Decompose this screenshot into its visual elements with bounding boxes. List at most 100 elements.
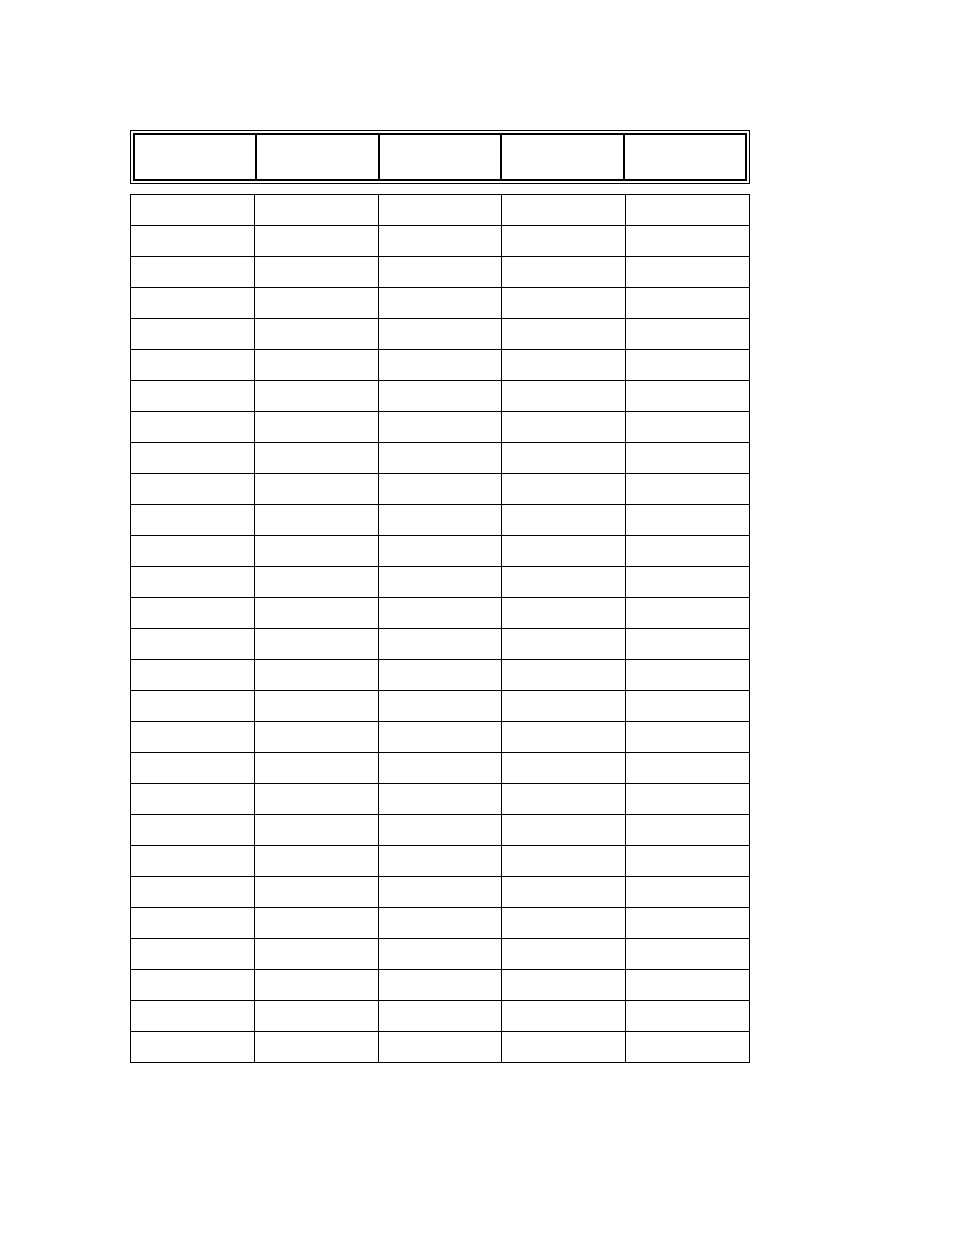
table-row: [131, 195, 750, 226]
table-cell: [378, 753, 502, 784]
table-cell: [254, 350, 378, 381]
table-cell: [502, 226, 626, 257]
table-cell: [502, 970, 626, 1001]
table-cell: [626, 691, 750, 722]
table-row: [131, 443, 750, 474]
header-cell: [134, 134, 256, 180]
table-row: [131, 474, 750, 505]
table-cell: [131, 505, 255, 536]
table-cell: [378, 412, 502, 443]
table-cell: [131, 691, 255, 722]
table-cell: [131, 598, 255, 629]
table-body: [130, 194, 750, 1063]
table-cell: [131, 908, 255, 939]
table-cell: [626, 660, 750, 691]
table-cell: [131, 288, 255, 319]
table-cell: [131, 567, 255, 598]
table-row: [131, 257, 750, 288]
table-cell: [254, 505, 378, 536]
table-cell: [502, 846, 626, 877]
table-cell: [131, 722, 255, 753]
header-body-gap: [130, 184, 750, 194]
table-cell: [502, 784, 626, 815]
table-cell: [502, 722, 626, 753]
table-cell: [502, 660, 626, 691]
table-cell: [254, 1001, 378, 1032]
table-cell: [254, 474, 378, 505]
table-cell: [502, 536, 626, 567]
table-cell: [502, 815, 626, 846]
table-row: [131, 908, 750, 939]
table-cell: [378, 908, 502, 939]
table-cell: [131, 474, 255, 505]
table-cell: [502, 195, 626, 226]
header-cell: [624, 134, 746, 180]
table-cell: [254, 877, 378, 908]
table-cell: [378, 226, 502, 257]
table-cell: [378, 598, 502, 629]
table-cell: [502, 1001, 626, 1032]
table-cell: [378, 939, 502, 970]
table-cell: [502, 939, 626, 970]
table-cell: [131, 195, 255, 226]
table-row: [131, 784, 750, 815]
table-cell: [254, 722, 378, 753]
table-cell: [502, 288, 626, 319]
table-row: [131, 753, 750, 784]
table-cell: [626, 412, 750, 443]
table-cell: [626, 195, 750, 226]
table-cell: [502, 877, 626, 908]
table-cell: [378, 536, 502, 567]
table-cell: [378, 257, 502, 288]
table-cell: [502, 443, 626, 474]
table-cell: [378, 474, 502, 505]
table-cell: [626, 474, 750, 505]
table-row: [131, 1001, 750, 1032]
table-container: [130, 130, 750, 1063]
table-cell: [131, 660, 255, 691]
table-cell: [254, 846, 378, 877]
table-cell: [254, 226, 378, 257]
table-cell: [254, 629, 378, 660]
table-row: [131, 505, 750, 536]
table-cell: [626, 567, 750, 598]
table-row: [131, 226, 750, 257]
table-cell: [626, 1032, 750, 1063]
table-row: [131, 629, 750, 660]
table-cell: [626, 257, 750, 288]
table-cell: [378, 350, 502, 381]
table-cell: [131, 939, 255, 970]
table-cell: [378, 1001, 502, 1032]
table-cell: [131, 753, 255, 784]
table-cell: [626, 970, 750, 1001]
table-cell: [626, 629, 750, 660]
table-row: [131, 939, 750, 970]
table-cell: [626, 939, 750, 970]
table-cell: [626, 598, 750, 629]
table-row: [131, 536, 750, 567]
table-cell: [254, 412, 378, 443]
table-header: [130, 130, 750, 184]
table-cell: [378, 319, 502, 350]
table-row: [131, 815, 750, 846]
table-cell: [254, 288, 378, 319]
table-cell: [378, 660, 502, 691]
table-cell: [131, 412, 255, 443]
table-cell: [131, 815, 255, 846]
table-row: [131, 350, 750, 381]
table-cell: [502, 753, 626, 784]
table-row: [131, 381, 750, 412]
table-row: [131, 567, 750, 598]
table-cell: [626, 319, 750, 350]
table-cell: [254, 753, 378, 784]
table-row: [131, 970, 750, 1001]
page: [0, 0, 954, 1235]
table-cell: [378, 381, 502, 412]
table-cell: [131, 319, 255, 350]
table-cell: [254, 691, 378, 722]
header-row: [134, 134, 746, 180]
table-cell: [131, 846, 255, 877]
table-row: [131, 660, 750, 691]
table-cell: [626, 1001, 750, 1032]
table-cell: [254, 970, 378, 1001]
